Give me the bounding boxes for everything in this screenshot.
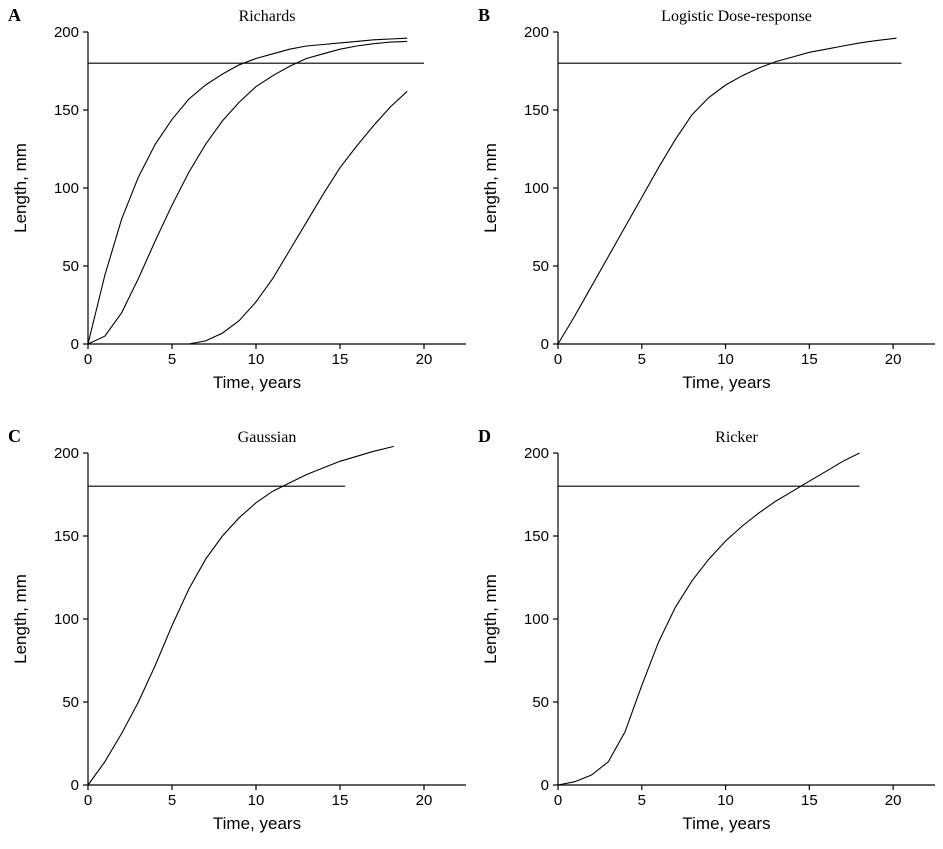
y-axis-title: Length, mm xyxy=(11,574,30,664)
x-tick-label: 5 xyxy=(638,792,646,809)
y-tick-label: 150 xyxy=(54,102,79,119)
y-axis-title: Length, mm xyxy=(481,574,500,664)
x-tick-label: 0 xyxy=(554,792,562,809)
panel-title: Ricker xyxy=(715,429,758,446)
y-tick-label: 200 xyxy=(524,445,549,462)
y-axis-title: Length, mm xyxy=(481,143,500,233)
panel-title: Gaussian xyxy=(238,429,297,446)
panel-title: Logistic Dose-response xyxy=(661,8,812,25)
x-axis-title: Time, years xyxy=(682,373,770,392)
y-tick-label: 50 xyxy=(62,694,79,711)
series-line-1 xyxy=(87,37,408,345)
panel-letter: D xyxy=(478,426,491,446)
y-tick-label: 50 xyxy=(532,258,549,275)
x-tick-label: 20 xyxy=(885,792,902,809)
y-tick-label: 150 xyxy=(524,528,549,545)
series-line-3 xyxy=(88,90,408,345)
x-axis-title: Time, years xyxy=(213,373,301,392)
y-tick-label: 200 xyxy=(54,24,79,41)
y-tick-label: 150 xyxy=(54,528,79,545)
x-axis-title: Time, years xyxy=(213,814,301,833)
x-tick-label: 20 xyxy=(416,792,433,809)
panel-letter: B xyxy=(478,5,490,25)
series-line-1 xyxy=(557,37,897,345)
x-tick-label: 20 xyxy=(885,351,902,368)
x-tick-label: 10 xyxy=(717,351,734,368)
y-tick-label: 100 xyxy=(54,611,79,628)
series-line-2 xyxy=(87,40,408,345)
x-tick-label: 10 xyxy=(248,351,265,368)
x-tick-label: 15 xyxy=(332,792,349,809)
x-tick-label: 0 xyxy=(554,351,562,368)
series-line-1 xyxy=(557,452,860,786)
x-tick-label: 10 xyxy=(248,792,265,809)
x-tick-label: 15 xyxy=(801,792,818,809)
series-line-1 xyxy=(87,445,394,786)
x-axis-title: Time, years xyxy=(682,814,770,833)
panel-title: Richards xyxy=(239,8,296,25)
y-axis-title: Length, mm xyxy=(11,143,30,233)
panel-letter: A xyxy=(8,5,21,25)
x-tick-label: 0 xyxy=(84,792,92,809)
y-tick-label: 0 xyxy=(541,777,549,794)
x-tick-label: 15 xyxy=(801,351,818,368)
y-tick-label: 100 xyxy=(54,180,79,197)
panel-letter: C xyxy=(8,426,21,446)
y-tick-label: 0 xyxy=(71,777,79,794)
x-tick-label: 5 xyxy=(638,351,646,368)
y-tick-label: 200 xyxy=(54,445,79,462)
y-tick-label: 0 xyxy=(71,336,79,353)
y-tick-label: 100 xyxy=(524,611,549,628)
x-tick-label: 10 xyxy=(717,792,734,809)
y-tick-label: 100 xyxy=(524,180,549,197)
x-tick-label: 20 xyxy=(416,351,433,368)
y-tick-label: 50 xyxy=(62,258,79,275)
y-tick-label: 50 xyxy=(532,694,549,711)
x-tick-label: 15 xyxy=(332,351,349,368)
y-tick-label: 150 xyxy=(524,102,549,119)
x-tick-label: 0 xyxy=(84,351,92,368)
y-tick-label: 0 xyxy=(541,336,549,353)
x-tick-label: 5 xyxy=(168,792,176,809)
y-tick-label: 200 xyxy=(524,24,549,41)
x-tick-label: 5 xyxy=(168,351,176,368)
